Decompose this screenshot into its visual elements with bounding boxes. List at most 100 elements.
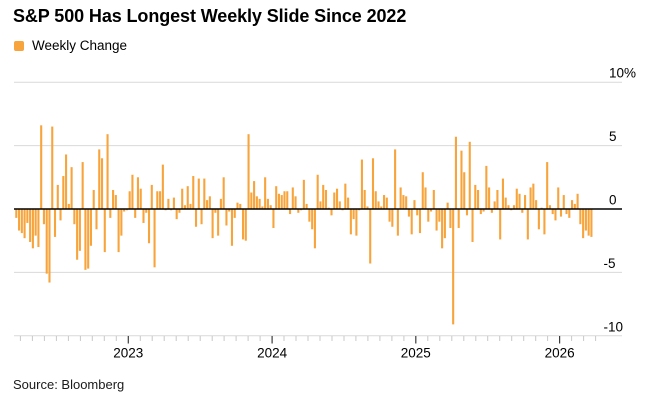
bar — [48, 209, 51, 283]
bar — [454, 136, 457, 209]
bar — [377, 201, 380, 209]
bar — [344, 183, 347, 209]
bar — [175, 209, 178, 220]
y-tick-label: -5 — [604, 256, 616, 271]
bar — [89, 209, 93, 246]
bar — [114, 195, 117, 209]
bar — [543, 209, 546, 235]
bar — [559, 209, 563, 217]
bar — [501, 178, 504, 209]
bar — [264, 177, 267, 209]
bar — [438, 209, 441, 222]
bar — [388, 209, 391, 222]
bar — [56, 184, 59, 209]
bar — [468, 141, 471, 209]
bar — [247, 134, 250, 209]
bar — [424, 187, 427, 209]
bar — [457, 209, 460, 229]
bar — [183, 205, 187, 209]
bar — [178, 209, 181, 213]
bar — [277, 193, 281, 209]
bar — [380, 206, 383, 209]
bar — [206, 200, 209, 209]
bar — [349, 209, 352, 235]
bar — [333, 192, 336, 209]
bar — [338, 201, 341, 209]
bar — [485, 165, 488, 209]
bar — [316, 174, 319, 209]
bar — [512, 205, 516, 209]
bar — [73, 209, 76, 225]
bar — [302, 179, 305, 209]
bar — [421, 172, 424, 209]
bar — [449, 209, 452, 229]
bar — [131, 174, 134, 209]
bar — [418, 209, 422, 234]
bar — [383, 195, 386, 209]
bar — [355, 209, 358, 236]
bar — [197, 178, 200, 209]
bar — [551, 209, 554, 215]
bar — [515, 188, 518, 209]
bar — [208, 196, 211, 209]
bar — [324, 189, 328, 209]
bar — [435, 209, 438, 231]
bar — [568, 209, 571, 218]
bar — [291, 187, 294, 209]
bar — [153, 209, 156, 268]
bar — [371, 158, 375, 209]
bar — [139, 188, 142, 209]
bar — [526, 209, 529, 240]
bar — [167, 198, 170, 209]
bar — [42, 209, 45, 225]
bar — [275, 186, 278, 209]
bar — [92, 189, 95, 209]
bar — [40, 125, 43, 209]
bar — [352, 209, 355, 220]
bar — [222, 177, 225, 209]
bar — [507, 205, 510, 209]
bar — [253, 181, 256, 209]
bar — [463, 172, 466, 209]
bar — [430, 209, 433, 212]
bar — [244, 209, 247, 241]
bar — [374, 191, 377, 209]
bar — [142, 209, 145, 223]
bar — [31, 209, 34, 249]
bar — [172, 197, 175, 209]
y-tick-label: 10% — [609, 66, 636, 81]
bar — [369, 209, 372, 264]
bar — [112, 189, 115, 209]
bar — [311, 209, 314, 230]
bar — [405, 196, 408, 209]
bar — [410, 209, 413, 235]
bar — [51, 126, 54, 209]
bar — [62, 176, 65, 209]
bar — [465, 209, 469, 216]
bar — [402, 195, 405, 209]
bar — [305, 203, 308, 209]
bar — [582, 209, 585, 239]
bar — [571, 200, 574, 209]
y-axis-labels: 10% 5 0 -5 -10 — [604, 66, 637, 335]
bar — [546, 162, 549, 209]
bar — [45, 209, 48, 274]
bar — [524, 195, 527, 209]
bar — [286, 191, 289, 209]
x-axis-labels: 2023 2024 2025 2026 — [113, 346, 574, 361]
bar — [87, 209, 90, 269]
bar — [161, 164, 164, 209]
bar — [518, 193, 521, 209]
bar — [313, 209, 316, 249]
bars — [15, 125, 593, 325]
bar — [120, 209, 123, 236]
bar — [76, 209, 79, 260]
bar — [261, 206, 264, 209]
bar — [427, 209, 430, 222]
bar — [53, 209, 57, 237]
bar — [109, 209, 112, 218]
bar — [499, 209, 502, 240]
bar — [482, 209, 485, 212]
bar — [117, 209, 120, 253]
legend: Weekly Change — [14, 38, 127, 53]
